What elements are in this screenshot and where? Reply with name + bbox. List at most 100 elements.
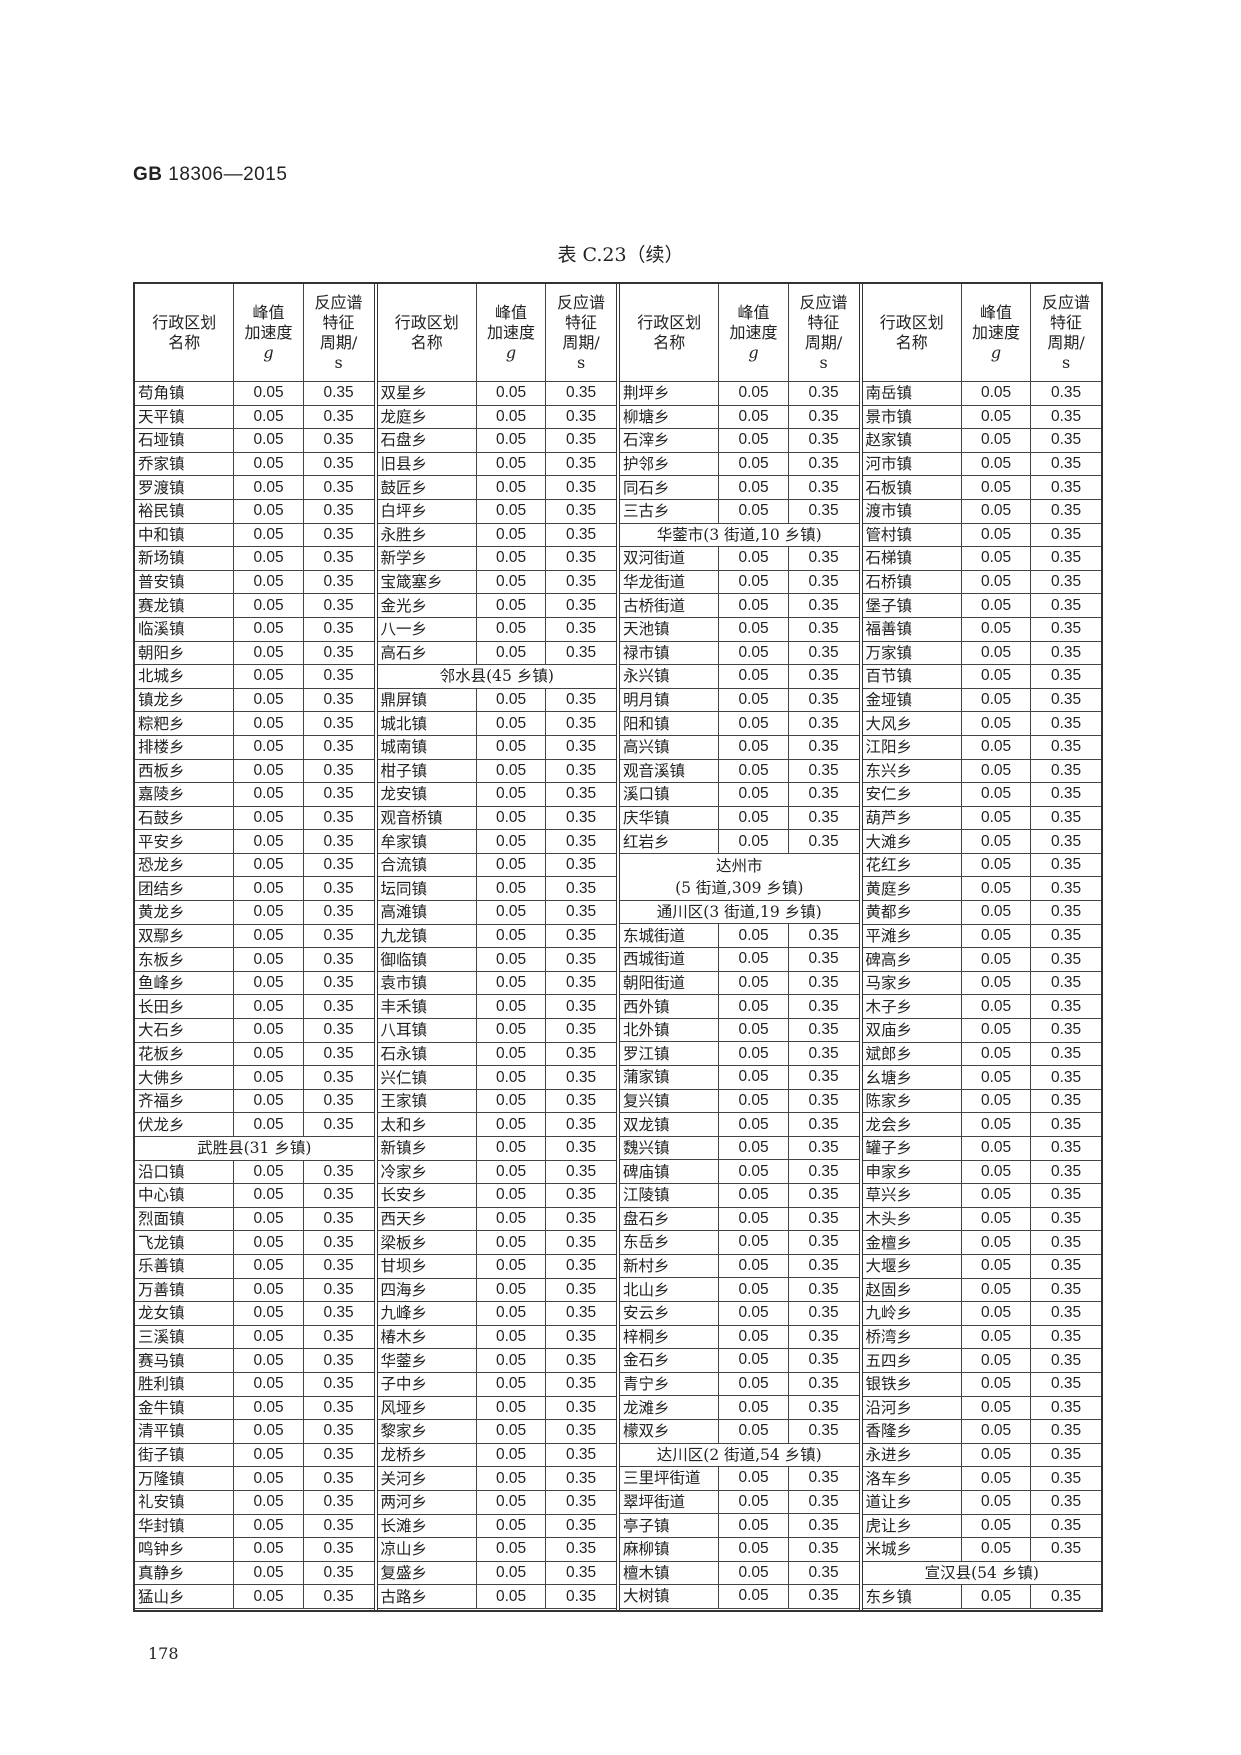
table-row: 新镇乡 0.05 0.35: [377, 1136, 616, 1161]
table-row: 乐善镇 0.05 0.35: [135, 1253, 374, 1279]
table-row: 观音桥镇 0.05 0.35: [377, 805, 616, 831]
characteristic-period: 0.35: [545, 805, 616, 831]
table-row: 高兴镇 0.05 0.35: [620, 734, 859, 760]
peak-acceleration: 0.05: [475, 994, 547, 1020]
peak-acceleration: 0.05: [475, 381, 547, 406]
table-row: 牟家镇 0.05 0.35: [377, 829, 616, 854]
table-row: 青宁乡 0.05 0.35: [620, 1371, 859, 1397]
peak-acceleration: 0.05: [718, 428, 789, 453]
section-heading: 宣汉县(54 乡镇): [862, 1560, 1101, 1586]
table-row: 北外镇 0.05 0.35: [620, 1017, 859, 1043]
table-row: 烈面镇 0.05 0.35: [135, 1206, 374, 1232]
table-row: 檀木镇 0.05 0.35: [620, 1560, 859, 1586]
characteristic-period: 0.35: [1030, 994, 1101, 1020]
peak-acceleration: 0.05: [233, 569, 304, 595]
peak-acceleration: 0.05: [960, 1466, 1032, 1491]
characteristic-period: 0.35: [1030, 546, 1101, 571]
characteristic-period: 0.35: [302, 664, 374, 689]
characteristic-period: 0.35: [1030, 522, 1101, 548]
peak-acceleration: 0.05: [960, 1088, 1032, 1114]
peak-acceleration: 0.05: [233, 1560, 304, 1586]
table-row: 管村镇 0.05 0.35: [862, 522, 1101, 548]
table-row: 四海乡 0.05 0.35: [377, 1277, 616, 1303]
table-row: 碑庙镇 0.05 0.35: [620, 1159, 859, 1184]
peak-acceleration: 0.05: [475, 1419, 547, 1444]
peak-acceleration: 0.05: [475, 687, 547, 713]
peak-acceleration: 0.05: [960, 546, 1032, 571]
table-row: 双鄢乡 0.05 0.35: [135, 923, 374, 949]
region-name: 大滩乡: [862, 829, 962, 854]
characteristic-period: 0.35: [302, 498, 374, 524]
table-row: 西外镇 0.05 0.35: [620, 994, 859, 1019]
peak-acceleration: 0.05: [475, 1112, 547, 1137]
table-row: 城北镇 0.05 0.35: [377, 711, 616, 736]
peak-acceleration: 0.05: [960, 1183, 1032, 1208]
characteristic-period: 0.35: [787, 498, 859, 524]
peak-acceleration: 0.05: [233, 1301, 304, 1326]
header-line: 加速度: [972, 322, 1021, 342]
region-name: 护邻乡: [620, 451, 720, 477]
header-line: 峰值: [737, 302, 770, 322]
characteristic-period: 0.35: [545, 1018, 616, 1043]
region-name: 麻柳镇: [620, 1536, 720, 1562]
region-name: 龙庭乡: [377, 404, 477, 430]
table-row: 堡子镇 0.05 0.35: [862, 593, 1101, 618]
characteristic-period: 0.35: [545, 1371, 616, 1397]
section-row: 武胜县(31 乡镇): [135, 1136, 374, 1161]
header-pga: 峰值 加速度 g: [475, 284, 547, 382]
region-name: 普安镇: [135, 569, 235, 595]
peak-acceleration: 0.05: [718, 1348, 789, 1373]
characteristic-period: 0.35: [545, 687, 616, 713]
characteristic-period: 0.35: [302, 428, 374, 453]
characteristic-period: 0.35: [1030, 593, 1101, 618]
region-name: 东兴乡: [862, 758, 962, 784]
region-name: 罐子乡: [862, 1136, 962, 1161]
region-name: 金光乡: [377, 593, 477, 618]
characteristic-period: 0.35: [787, 1536, 859, 1562]
table-column-group: 行政区划 名称 峰值 加速度 g 反应谱 特征 周期/s 苟角镇 0.05 0.35 天平镇 0.05 0…: [135, 284, 374, 1610]
region-name: 红岩乡: [620, 829, 720, 854]
peak-acceleration: 0.05: [960, 876, 1032, 902]
characteristic-period: 0.35: [1030, 1395, 1101, 1421]
peak-acceleration: 0.05: [475, 758, 547, 784]
characteristic-period: 0.35: [545, 404, 616, 430]
table-row: 古桥街道 0.05 0.35: [620, 593, 859, 618]
characteristic-period: 0.35: [787, 970, 859, 996]
peak-acceleration: 0.05: [233, 876, 304, 902]
characteristic-period: 0.35: [787, 923, 859, 949]
characteristic-period: 0.35: [302, 687, 374, 713]
region-name: 沿口镇: [135, 1159, 235, 1185]
characteristic-period: 0.35: [1030, 498, 1101, 524]
peak-acceleration: 0.05: [233, 616, 304, 642]
peak-acceleration: 0.05: [233, 522, 304, 548]
region-name: 平滩乡: [862, 923, 962, 949]
peak-acceleration: 0.05: [718, 1112, 789, 1137]
characteristic-period: 0.35: [787, 1135, 859, 1161]
characteristic-period: 0.35: [545, 1560, 616, 1586]
table-row: 大树镇 0.05 0.35: [620, 1584, 859, 1609]
region-name: 柑子镇: [377, 758, 477, 784]
characteristic-period: 0.35: [1030, 734, 1101, 760]
peak-acceleration: 0.05: [960, 947, 1032, 972]
characteristic-period: 0.35: [787, 1230, 859, 1255]
region-name: 赛龙镇: [135, 593, 235, 618]
table-row: 虎让乡 0.05 0.35: [862, 1513, 1101, 1539]
header-line: g: [505, 342, 517, 362]
region-name: 河市镇: [862, 451, 962, 477]
table-row: 关河乡 0.05 0.35: [377, 1466, 616, 1491]
characteristic-period: 0.35: [1030, 1112, 1101, 1137]
characteristic-period: 0.35: [787, 1371, 859, 1397]
table-row: 复兴镇 0.05 0.35: [620, 1088, 859, 1114]
region-name: 龙桥乡: [377, 1442, 477, 1468]
table-row: 黄龙乡 0.05 0.35: [135, 900, 374, 925]
region-name: 申家乡: [862, 1159, 962, 1185]
peak-acceleration: 0.05: [960, 1065, 1032, 1090]
table-row: 石板镇 0.05 0.35: [862, 475, 1101, 500]
peak-acceleration: 0.05: [475, 900, 547, 925]
peak-acceleration: 0.05: [960, 1018, 1032, 1043]
region-name: 天池镇: [620, 616, 720, 642]
characteristic-period: 0.35: [302, 711, 374, 736]
table-row: 东城街道 0.05 0.35: [620, 923, 859, 949]
characteristic-period: 0.35: [545, 475, 616, 500]
peak-acceleration: 0.05: [475, 1206, 547, 1232]
